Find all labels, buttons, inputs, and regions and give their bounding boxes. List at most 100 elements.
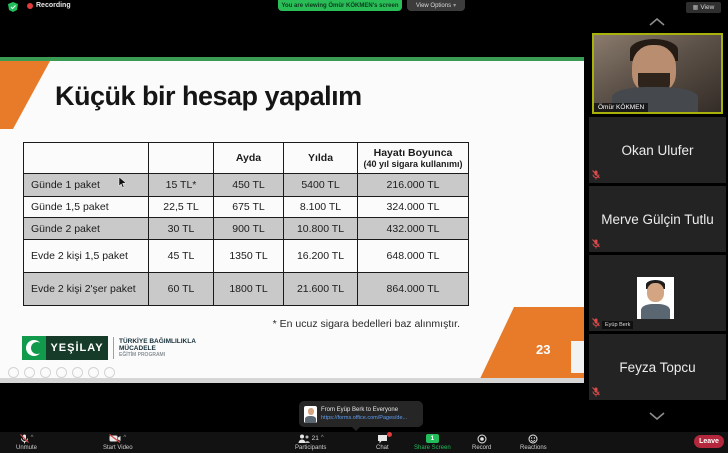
slide-orange-corner-decoration	[478, 307, 584, 383]
chat-notification-popup[interactable]: From Eyüp Berk to Everyone https://forms…	[299, 401, 423, 427]
chat-bubble-icon	[377, 435, 387, 444]
shared-presentation-slide: Küçük bir hesap yapalım Ayda Yılda Hayat…	[0, 57, 584, 383]
logo-line: EĞİTİM PROGRAMI	[119, 351, 166, 358]
caret-up-icon[interactable]: ^	[30, 435, 34, 441]
chevron-up-icon[interactable]	[648, 18, 666, 26]
participants-button[interactable]: 21 ^ Participants	[295, 434, 326, 451]
table-cell: 1800 TL	[213, 272, 284, 306]
slide-bottom-strip	[0, 378, 584, 383]
table-cell: 45 TL	[148, 239, 214, 273]
leave-button[interactable]: Leave	[694, 435, 724, 448]
active-speaker-video-tile[interactable]: Ömür KÖKMEN	[592, 33, 723, 114]
muted-mic-icon	[592, 318, 600, 328]
table-row: Günde 2 paket 30 TL 900 TL 10.800 TL 432…	[23, 217, 469, 240]
table-row: Evde 2 kişi 2'şer paket 60 TL 1800 TL 21…	[23, 272, 469, 306]
share-screen-label: Share Screen	[414, 445, 451, 451]
table-cell: 8.100 TL	[283, 196, 358, 218]
table-row: Evde 2 kişi 1,5 paket 45 TL 1350 TL 16.2…	[23, 239, 469, 273]
record-icon	[477, 434, 487, 444]
chat-unread-badge	[386, 432, 392, 437]
recording-dot-icon	[27, 2, 33, 9]
table-cell: 648.000 TL	[357, 239, 469, 273]
table-cell: Günde 1,5 paket	[23, 196, 149, 218]
start-video-button[interactable]: ^ Start Video	[103, 434, 133, 451]
logo-line: TÜRKİYE BAĞIMLILIKLA	[119, 337, 196, 345]
muted-mic-icon	[592, 170, 600, 180]
chevron-down-icon: ▾	[453, 2, 457, 9]
table-cell: 1350 TL	[213, 239, 284, 273]
crescent-icon	[22, 336, 46, 360]
table-cell: 21.600 TL	[283, 272, 358, 306]
record-button[interactable]: Record	[472, 434, 491, 451]
caret-up-icon[interactable]: ^	[320, 435, 324, 441]
table-cell: Günde 2 paket	[23, 217, 149, 240]
reactions-label: Reactions	[520, 445, 547, 451]
chat-popup-from: From Eyüp Berk to Everyone	[321, 407, 399, 413]
slide-title: Küçük bir hesap yapalım	[55, 81, 362, 111]
participant-name: Merve Gülçin Tutlu	[601, 211, 714, 227]
reactions-button[interactable]: Reactions	[520, 434, 547, 451]
table-cell: 432.000 TL	[357, 217, 469, 240]
header-cell-yilda: Yılda	[283, 142, 358, 174]
header-cell-ayda: Ayda	[213, 142, 284, 174]
table-row: Günde 1 paket 15 TL* 450 TL 5400 TL 216.…	[23, 173, 469, 197]
social-icons	[8, 367, 115, 378]
table-cell: 5400 TL	[283, 173, 358, 197]
caret-up-icon[interactable]: ^	[123, 435, 127, 441]
camera-off-icon	[109, 434, 121, 443]
table-cell: 900 TL	[213, 217, 284, 240]
participants-count: 21	[311, 435, 319, 442]
logo-brand: YEŞİLAY	[46, 336, 108, 360]
mic-muted-icon	[19, 434, 29, 444]
share-screen-badge: 1	[425, 434, 439, 443]
meeting-toolbar: ^ Unmute ^ Start Video	[0, 432, 728, 453]
mouse-cursor-icon	[118, 177, 127, 188]
unmute-label: Unmute	[16, 445, 38, 451]
slide-footnote: * En ucuz sigara bedelleri baz alınmıştı…	[272, 318, 460, 330]
cigarette-cost-table: Ayda Yılda Hayatı Boyunca (40 yıl sigara…	[23, 142, 469, 306]
participant-tile-feyza[interactable]: Feyza Topcu	[589, 334, 726, 400]
smiley-icon	[528, 434, 538, 444]
chevron-down-icon[interactable]	[648, 412, 666, 420]
muted-mic-icon	[592, 387, 600, 397]
recording-indicator: Recording	[27, 2, 71, 9]
start-video-label: Start Video	[103, 445, 133, 451]
recording-label: Recording	[36, 2, 71, 9]
record-label: Record	[472, 445, 492, 451]
meeting-top-bar: Recording You are viewing Ömür KÖKMEN's …	[0, 0, 728, 14]
participant-tile-okan[interactable]: Okan Ulufer	[589, 117, 726, 183]
table-cell: 60 TL	[148, 272, 214, 306]
view-options-button[interactable]: View Options ▾	[407, 0, 465, 11]
slide-white-tab-decoration	[571, 341, 584, 373]
chat-popup-link[interactable]: https://forms.office.com/Pages/de...	[321, 415, 408, 421]
header-cell	[23, 142, 149, 174]
speaker-name-label: Ömür KÖKMEN	[594, 103, 649, 112]
participants-panel: Ömür KÖKMEN Okan Ulufer Merve Gülçin Tut…	[586, 0, 728, 432]
share-banner-text: You are viewing Ömür KÖKMEN's screen	[281, 2, 399, 9]
screen-share-banner: You are viewing Ömür KÖKMEN's screen	[278, 0, 402, 11]
view-button[interactable]: ▦ View	[686, 2, 721, 13]
participant-tile-merve[interactable]: Merve Gülçin Tutlu	[589, 186, 726, 252]
chat-button[interactable]: Chat	[376, 432, 392, 451]
header-cell-lifetime: Hayatı Boyunca (40 yıl sigara kullanımı)	[357, 142, 469, 174]
meeting-info-shield-icon[interactable]	[8, 2, 18, 12]
participants-icon	[298, 434, 310, 443]
participant-name: Eyüp Berk	[602, 321, 634, 329]
table-row: Günde 1,5 paket 22,5 TL 675 TL 8.100 TL …	[23, 196, 469, 218]
unmute-button[interactable]: ^ Unmute	[16, 434, 37, 451]
share-screen-button[interactable]: 1 Share Screen	[414, 434, 451, 451]
table-cell: Evde 2 kişi 2'şer paket	[23, 272, 149, 306]
participant-name: Okan Ulufer	[621, 142, 694, 158]
table-cell: 30 TL	[148, 217, 214, 240]
logo-divider	[113, 337, 114, 359]
participants-label: Participants	[295, 445, 327, 451]
participant-tile-eyup[interactable]: Eyüp Berk	[589, 255, 726, 331]
participant-avatar	[637, 277, 674, 319]
muted-mic-icon	[592, 239, 600, 249]
chat-sender-avatar	[304, 405, 317, 423]
slide-page-number: 23	[536, 342, 551, 357]
yesilay-logo: YEŞİLAY TÜRKİYE BAĞIMLILIKLA MÜCADELE EĞ…	[22, 336, 196, 360]
table-cell: 864.000 TL	[357, 272, 469, 306]
table-cell: 16.200 TL	[283, 239, 358, 273]
